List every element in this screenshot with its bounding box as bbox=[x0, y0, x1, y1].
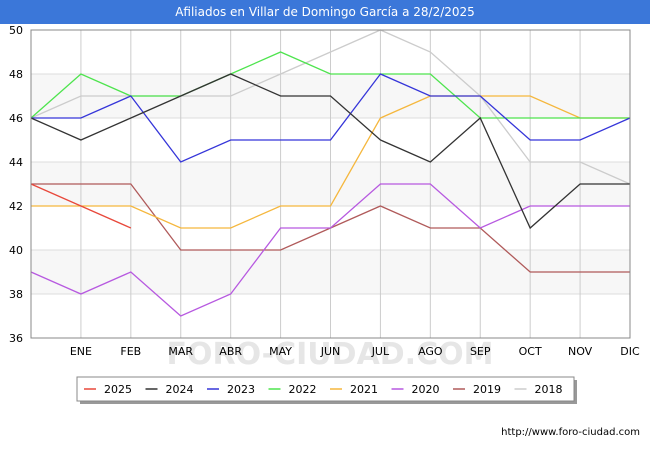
series-line-2020 bbox=[30, 183, 630, 317]
x-tick-label: ENE bbox=[70, 345, 92, 358]
legend-label-2018: 2018 bbox=[535, 383, 563, 396]
y-tick-label: 48 bbox=[9, 68, 23, 81]
x-axis: ENE FEB MAR ABR MAY JUN JUL AGO SEP OCT NOV DIC bbox=[70, 345, 640, 358]
series-line-2024 bbox=[30, 73, 630, 230]
x-tick-label: JUL bbox=[371, 345, 390, 358]
legend-label-2020: 2020 bbox=[412, 383, 440, 396]
legend-label-2025: 2025 bbox=[104, 383, 132, 396]
x-tick-label: MAY bbox=[269, 345, 292, 358]
watermark: FORO-CIUDAD.COM bbox=[167, 337, 494, 372]
y-tick-label: 46 bbox=[9, 112, 23, 125]
x-tick-label: MAR bbox=[168, 345, 193, 358]
legend-label-2021: 2021 bbox=[350, 383, 378, 396]
x-tick-label: SEP bbox=[470, 345, 491, 358]
y-tick-label: 38 bbox=[9, 288, 23, 301]
x-tick-label: DIC bbox=[620, 345, 640, 358]
y-axis: 36 38 40 42 44 46 48 50 bbox=[9, 24, 23, 345]
x-tick-label: NOV bbox=[568, 345, 593, 358]
y-tick-label: 36 bbox=[9, 332, 23, 345]
y-tick-label: 50 bbox=[9, 24, 23, 37]
x-tick-label: FEB bbox=[120, 345, 141, 358]
legend-label-2022: 2022 bbox=[289, 383, 317, 396]
x-tick-label: OCT bbox=[519, 345, 542, 358]
y-tick-label: 42 bbox=[9, 200, 23, 213]
legend-label-2019: 2019 bbox=[473, 383, 501, 396]
plot-border bbox=[30, 29, 631, 339]
x-tick-label: AGO bbox=[418, 345, 443, 358]
series-lines bbox=[30, 29, 631, 317]
legend: 2025 2024 2023 2022 2021 2020 2019 2018 bbox=[76, 376, 577, 404]
series-line-2023 bbox=[31, 73, 631, 163]
source-url: http://www.foro-ciudad.com bbox=[501, 427, 640, 438]
chart-title: Afiliados en Villar de Domingo García a … bbox=[0, 0, 650, 24]
series-line-2025 bbox=[30, 183, 132, 229]
y-tick-label: 40 bbox=[9, 244, 23, 257]
x-tick-label: ABR bbox=[219, 345, 242, 358]
legend-box bbox=[76, 376, 575, 402]
x-tick-label: JUN bbox=[320, 345, 341, 358]
legend-label-2024: 2024 bbox=[166, 383, 194, 396]
legend-label-2023: 2023 bbox=[227, 383, 255, 396]
series-line-2021 bbox=[31, 95, 630, 229]
y-tick-label: 44 bbox=[9, 156, 23, 169]
